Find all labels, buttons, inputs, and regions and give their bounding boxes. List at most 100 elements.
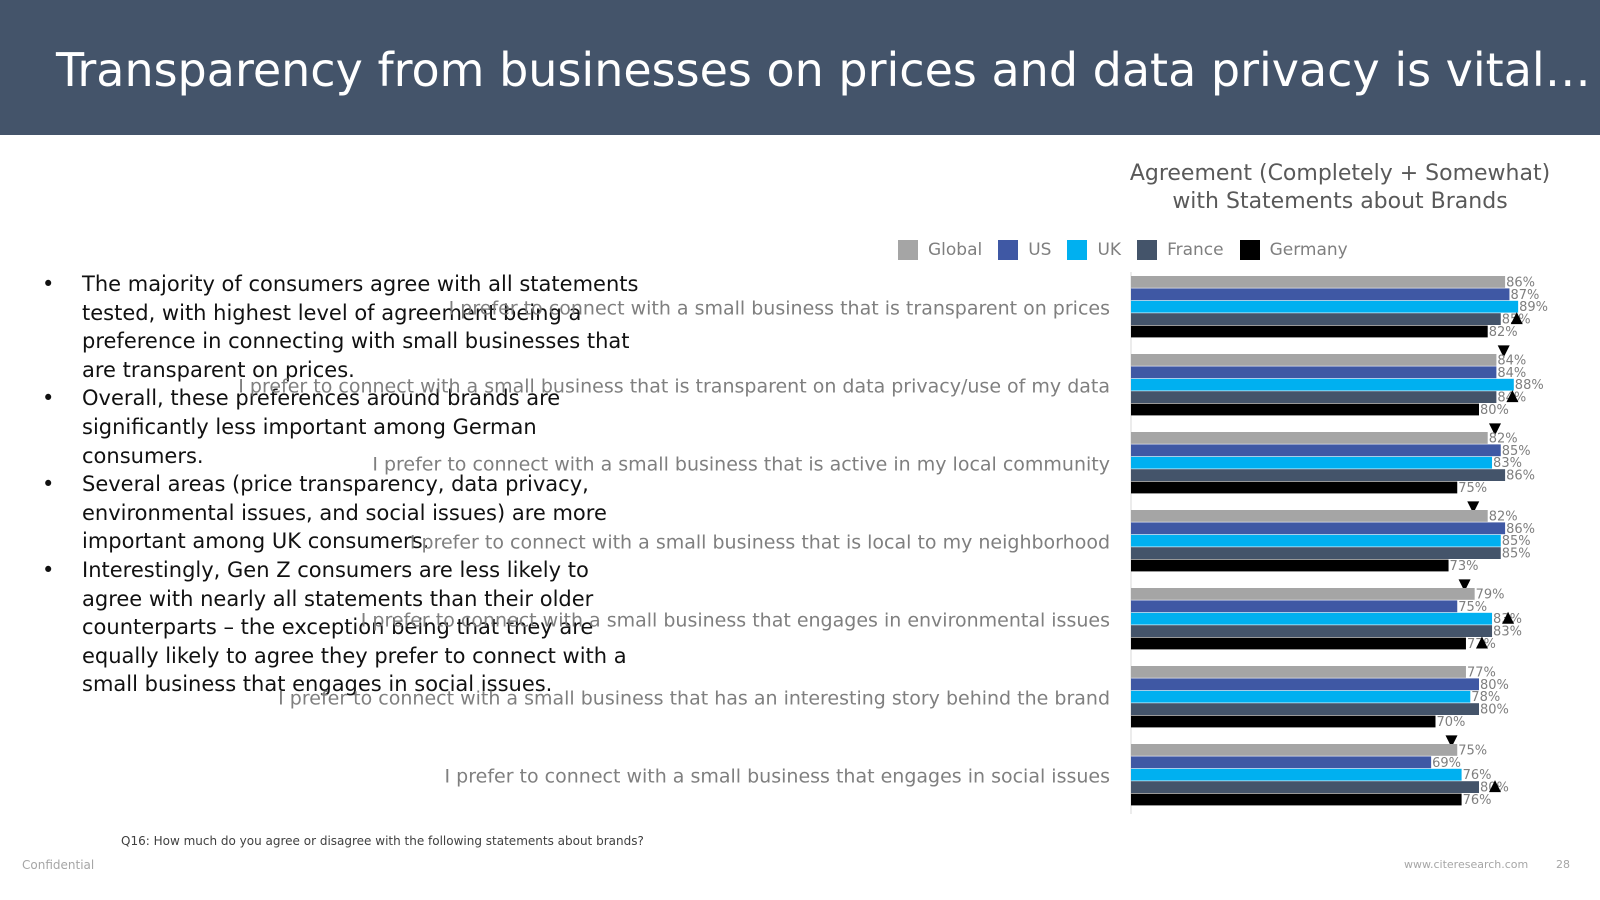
- significance-down-icon: [1489, 423, 1501, 436]
- bar-global: [1131, 510, 1488, 522]
- bar-uk: [1131, 768, 1462, 781]
- significance-down-icon: [1445, 735, 1458, 748]
- page-number: 28: [1556, 858, 1570, 871]
- bar-uk: [1131, 690, 1471, 703]
- category-label: I prefer to connect with a small busines…: [372, 454, 1110, 476]
- legend-swatch: [998, 240, 1019, 260]
- value-label: 86%: [1506, 522, 1535, 537]
- significance-up-icon: [1489, 780, 1501, 793]
- bar-global: [1131, 666, 1466, 678]
- value-label: 84%: [1497, 353, 1526, 368]
- website-label: www.citeresearch.com: [1404, 858, 1529, 871]
- confidential-label: Confidential: [22, 858, 95, 872]
- value-label: 84%: [1497, 366, 1526, 381]
- value-label: 87%: [1510, 288, 1539, 303]
- chart-title: Agreement (Completely + Somewhat) with S…: [1129, 161, 1551, 214]
- bar-germany: [1131, 637, 1466, 650]
- significance-up-icon: [1506, 390, 1519, 403]
- significance-down-icon: [1458, 579, 1471, 592]
- legend-swatch: [1239, 240, 1260, 260]
- bar-france: [1131, 547, 1501, 559]
- value-label: 78%: [1471, 690, 1500, 705]
- value-label: 75%: [1458, 600, 1487, 615]
- value-label: 83%: [1493, 625, 1522, 640]
- bar-uk: [1131, 534, 1501, 547]
- significance-up-icon: [1502, 611, 1515, 624]
- value-label: 83%: [1493, 456, 1522, 471]
- bar-uk: [1131, 378, 1514, 391]
- category-label: I prefer to connect with a small busines…: [278, 688, 1110, 710]
- bar-germany: [1131, 481, 1458, 494]
- bar-global: [1131, 276, 1506, 288]
- category-label: I prefer to connect with a small busines…: [361, 610, 1110, 632]
- legend-item-germany: Germany: [1239, 240, 1348, 260]
- legend-label: Germany: [1269, 240, 1348, 260]
- category-label: I prefer to connect with a small busines…: [445, 766, 1110, 788]
- significance-up-icon: [1510, 312, 1523, 325]
- bar-germany: [1131, 793, 1462, 806]
- value-label: 75%: [1458, 481, 1487, 496]
- value-label: 75%: [1458, 743, 1487, 758]
- bar-france: [1131, 469, 1506, 481]
- bar-us: [1131, 366, 1497, 379]
- value-label: 80%: [1480, 678, 1509, 693]
- legend-item-france: France: [1137, 240, 1224, 260]
- bar-global: [1131, 354, 1497, 366]
- value-label: 69%: [1432, 756, 1461, 771]
- bullet-item: Interestingly, Gen Z consumers are less …: [42, 556, 642, 699]
- bar-germany: [1131, 715, 1436, 728]
- value-label: 82%: [1489, 431, 1518, 446]
- bar-france: [1131, 625, 1493, 637]
- value-label: 76%: [1463, 793, 1492, 808]
- title-banner: Transparency from businesses on prices a…: [0, 0, 1600, 135]
- slide-title: Transparency from businesses on prices a…: [56, 43, 1591, 97]
- value-label: 80%: [1480, 403, 1509, 418]
- significance-down-icon: [1467, 501, 1480, 514]
- bar-us: [1131, 444, 1501, 457]
- value-label: 70%: [1437, 715, 1466, 730]
- value-label: 82%: [1489, 509, 1518, 524]
- bar-germany: [1131, 559, 1449, 572]
- value-label: 79%: [1476, 587, 1505, 602]
- bar-france: [1131, 313, 1501, 325]
- legend-label: France: [1167, 240, 1224, 260]
- bullet-item: The majority of consumers agree with all…: [42, 270, 642, 384]
- category-label: I prefer to connect with a small busines…: [238, 376, 1110, 398]
- value-label: 80%: [1480, 703, 1509, 718]
- bar-us: [1131, 288, 1510, 301]
- bar-us: [1131, 756, 1432, 769]
- key-findings-list: The majority of consumers agree with all…: [42, 270, 642, 699]
- legend-label: US: [1028, 240, 1052, 260]
- bar-global: [1131, 744, 1458, 756]
- bullet-item: Overall, these preferences around brands…: [42, 384, 642, 470]
- value-label: 82%: [1489, 325, 1518, 340]
- value-label: 85%: [1502, 547, 1531, 562]
- bar-uk: [1131, 612, 1493, 625]
- value-label: 85%: [1502, 534, 1531, 549]
- value-label: 86%: [1506, 469, 1535, 484]
- legend-label: Global: [928, 240, 983, 260]
- legend-item-uk: UK: [1067, 240, 1121, 260]
- value-label: 77%: [1467, 665, 1496, 680]
- bar-global: [1131, 432, 1488, 444]
- bar-germany: [1131, 403, 1479, 416]
- value-label: 89%: [1519, 300, 1548, 315]
- value-label: 85%: [1502, 444, 1531, 459]
- category-label: I prefer to connect with a small busines…: [410, 532, 1110, 554]
- bar-france: [1131, 703, 1479, 715]
- value-label: 76%: [1463, 768, 1492, 783]
- legend-label: UK: [1097, 240, 1122, 260]
- category-label: I prefer to connect with a small busines…: [449, 298, 1110, 320]
- survey-question: Q16: How much do you agree or disagree w…: [121, 834, 644, 848]
- bar-global: [1131, 588, 1475, 600]
- bar-uk: [1131, 456, 1493, 469]
- legend-item-global: Global: [898, 240, 982, 260]
- legend-swatch: [898, 240, 918, 260]
- bar-us: [1131, 678, 1479, 691]
- bar-france: [1131, 391, 1497, 403]
- legend-swatch: [1067, 240, 1088, 260]
- legend-swatch: [1137, 240, 1158, 260]
- significance-up-icon: [1475, 636, 1488, 649]
- bullet-item: Several areas (price transparency, data …: [42, 470, 642, 556]
